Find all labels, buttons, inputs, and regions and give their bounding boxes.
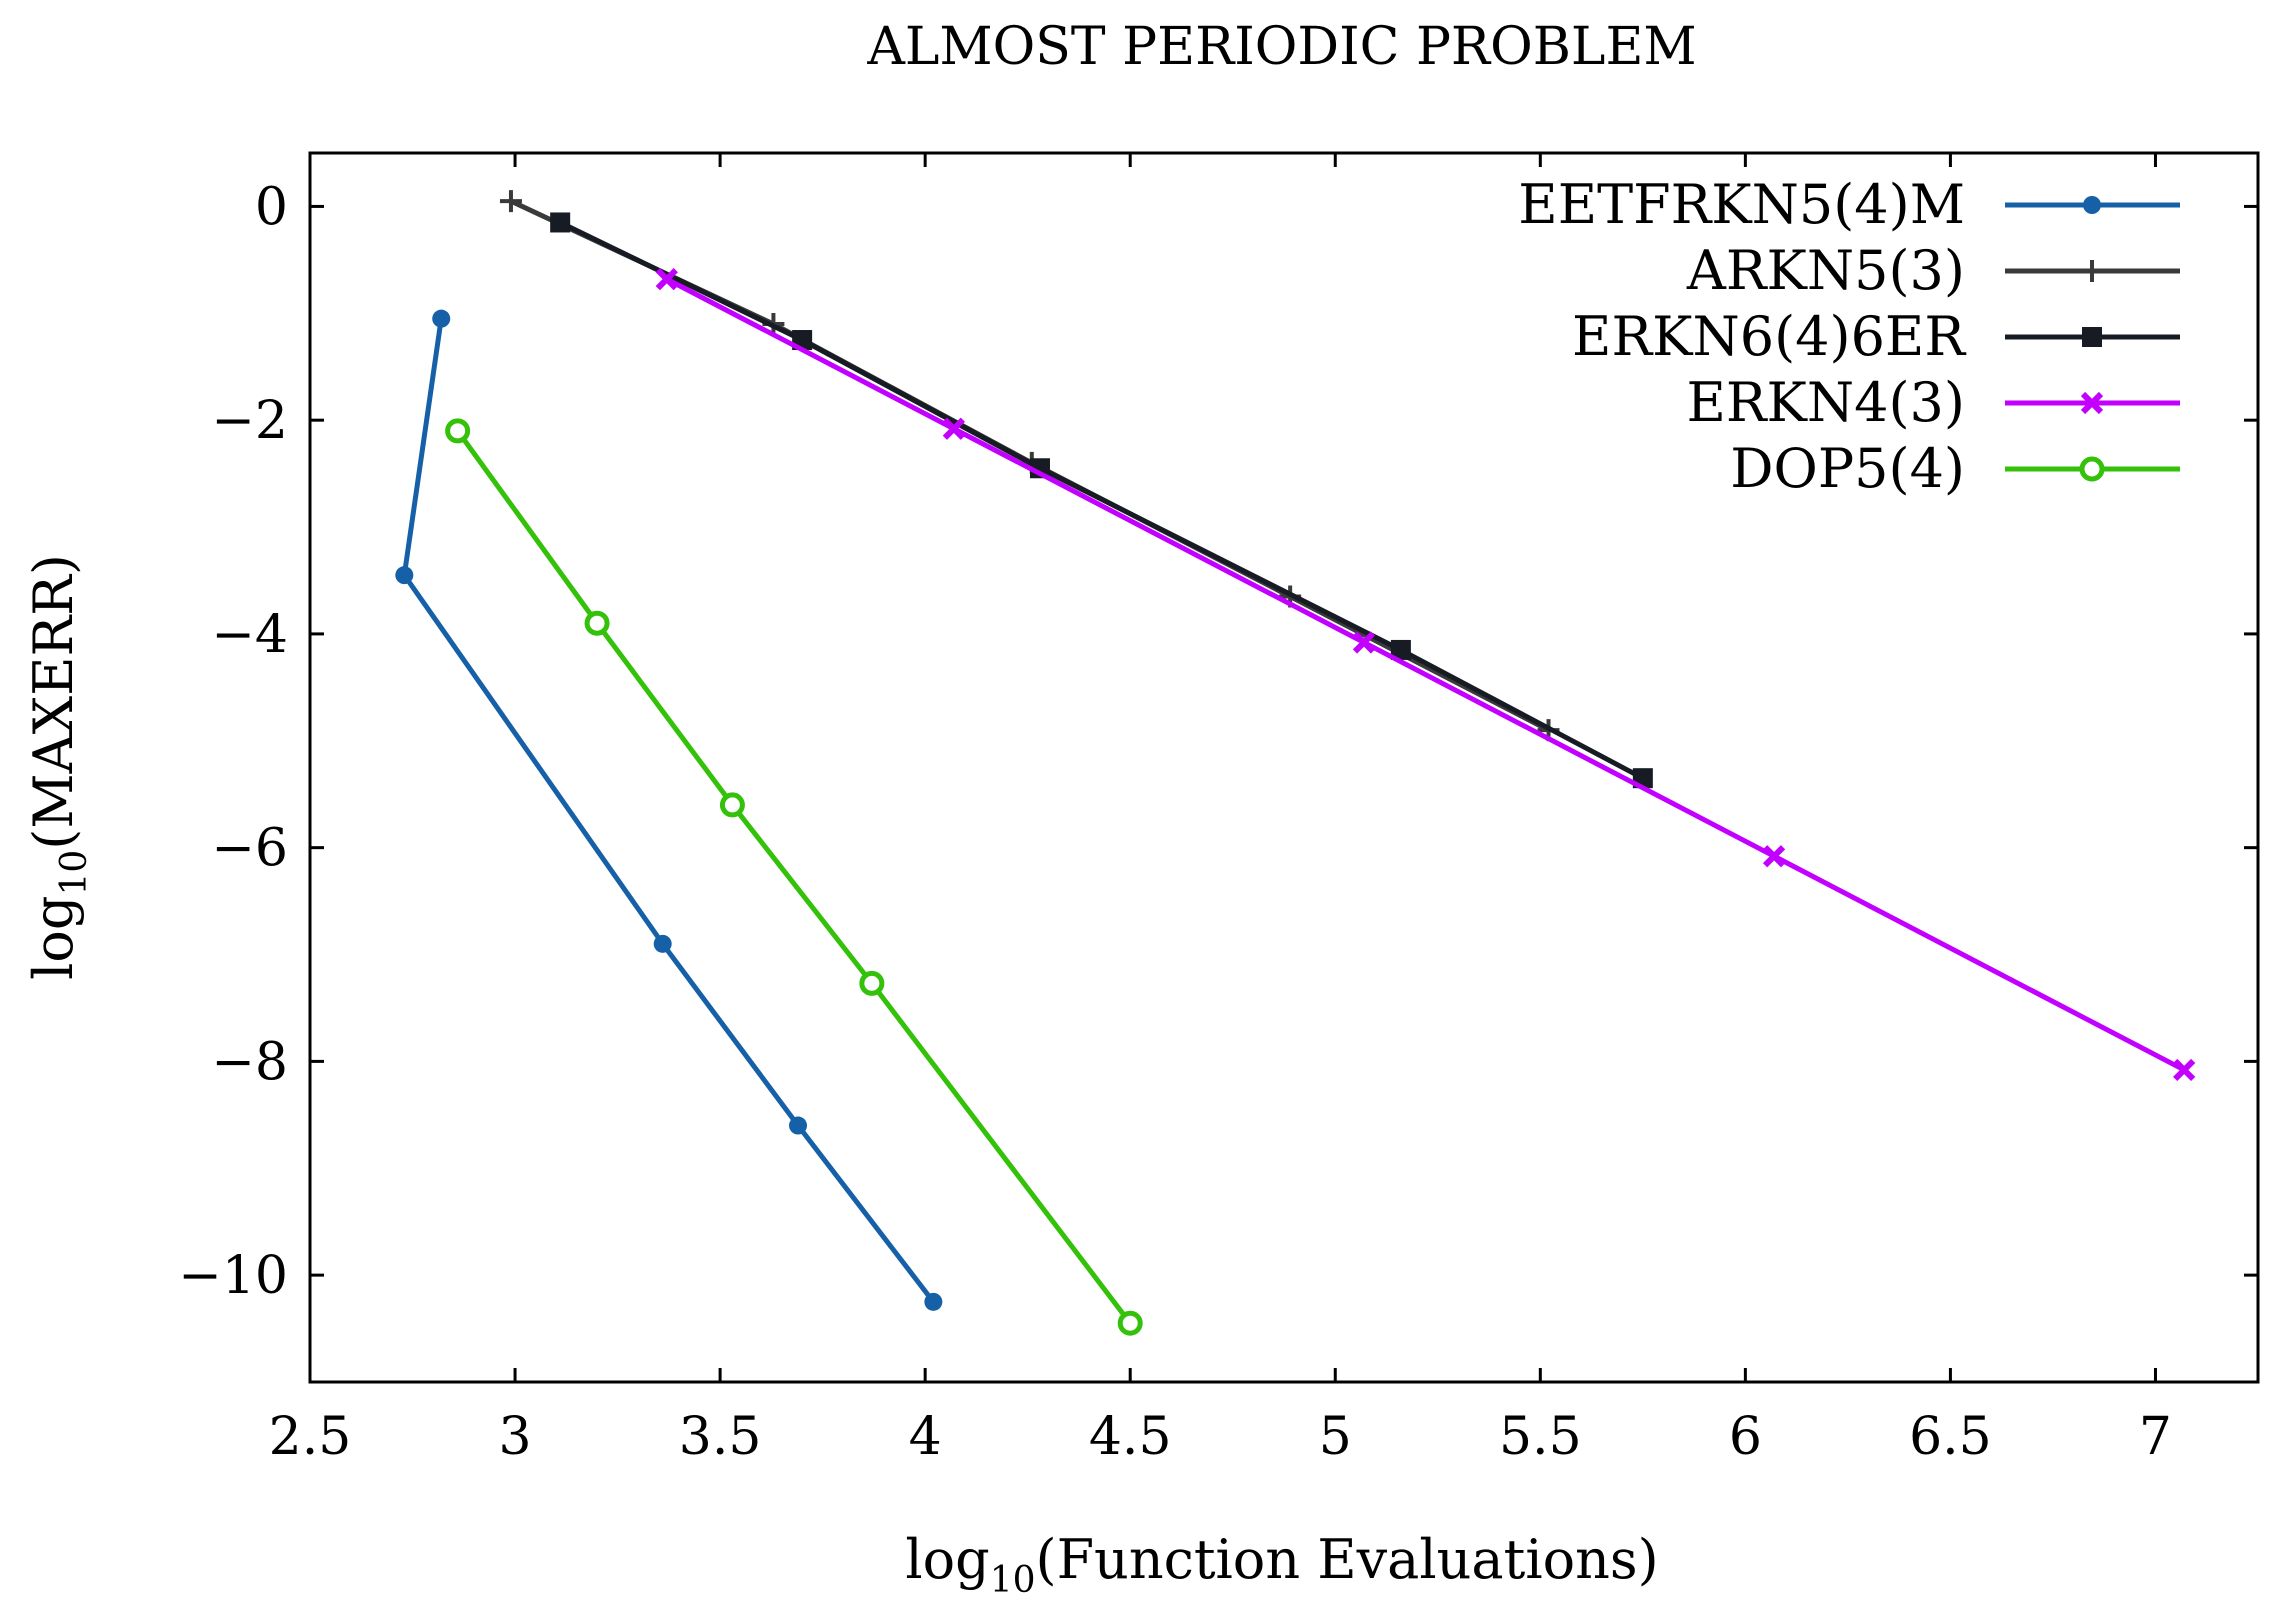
legend-label: ARKN5(3) <box>1686 239 1965 302</box>
data-point <box>432 309 451 328</box>
x-tick-label: 7 <box>2139 1407 2172 1467</box>
data-point <box>1390 639 1411 660</box>
data-point <box>789 1116 808 1135</box>
series-0 <box>395 309 943 1311</box>
legend-marker <box>2081 260 2103 282</box>
x-tick-label: 4.5 <box>1089 1407 1172 1467</box>
x-axis-label: log10(Function Evaluations) <box>905 1528 1658 1601</box>
chart-title: ALMOST PERIODIC PROBLEM <box>866 17 1696 77</box>
data-point <box>395 566 414 585</box>
data-point <box>719 792 745 818</box>
legend-marker <box>2079 456 2105 482</box>
series-2 <box>550 212 1653 789</box>
data-point <box>1762 845 1786 868</box>
data-point <box>1117 1310 1143 1336</box>
legend-marker <box>2080 391 2104 415</box>
plot-area <box>308 151 2260 1384</box>
series-layer <box>395 190 2196 1336</box>
legend-marker <box>2083 196 2101 214</box>
data-point <box>584 610 610 636</box>
y-axis-label: log10(MAXERR) <box>22 554 95 980</box>
y-tick-label: −4 <box>211 605 288 665</box>
x-tick-label: 3.5 <box>679 1407 762 1467</box>
x-tick-label: 2.5 <box>269 1407 352 1467</box>
data-point <box>1352 631 1376 654</box>
x-tick-label: 6.5 <box>1909 1407 1992 1467</box>
data-point <box>942 417 965 440</box>
data-point <box>2173 1058 2196 1082</box>
y-tick-label: −2 <box>211 391 288 451</box>
data-point <box>445 418 471 444</box>
y-tick-label: −6 <box>211 819 288 879</box>
data-point <box>653 934 672 953</box>
x-tick-label: 5 <box>1319 1407 1352 1467</box>
x-tick-label: 3 <box>499 1407 532 1467</box>
series-3 <box>655 267 2196 1082</box>
y-tick-label: −10 <box>178 1246 288 1306</box>
legend-label: EETFRKN5(4)M <box>1518 173 1965 236</box>
data-point <box>924 1292 943 1311</box>
y-tick-label: 0 <box>255 177 288 237</box>
data-point <box>859 970 885 996</box>
y-axis: 0 −2 −4 −6 −8 −10 <box>178 177 2258 1306</box>
legend-label: ERKN6(4)6ER <box>1572 305 1966 368</box>
y-tick-label: −8 <box>211 1032 288 1092</box>
x-tick-label: 6 <box>1729 1407 1762 1467</box>
legend: EETFRKN5(4)MARKN5(3)ERKN6(4)6ERERKN4(3)D… <box>1518 173 2180 500</box>
legend-label: DOP5(4) <box>1730 437 1965 500</box>
legend-label: ERKN4(3) <box>1686 371 1965 434</box>
data-point <box>655 267 678 291</box>
x-axis: 2.5 3 3.5 4 4.5 5 5.5 6 6.5 7 <box>269 153 2172 1467</box>
data-point <box>550 212 571 233</box>
data-point <box>499 190 522 213</box>
series-4 <box>445 418 1143 1336</box>
legend-marker <box>2082 327 2102 347</box>
series-line <box>455 429 1133 1325</box>
x-tick-label: 4 <box>909 1407 942 1467</box>
x-tick-label: 5.5 <box>1499 1407 1582 1467</box>
